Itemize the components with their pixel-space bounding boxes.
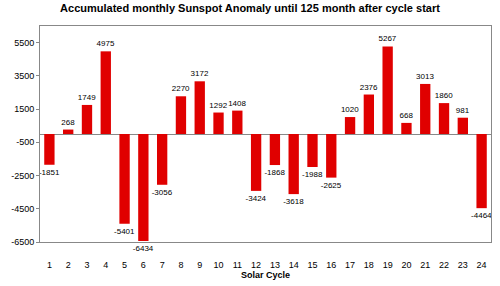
svg-text:-4500: -4500 [11, 204, 34, 214]
svg-text:-2500: -2500 [11, 171, 34, 181]
svg-text:2270: 2270 [172, 84, 190, 93]
svg-text:4975: 4975 [97, 39, 115, 48]
svg-text:3013: 3013 [416, 72, 434, 81]
svg-text:981: 981 [456, 106, 470, 115]
svg-text:-1988: -1988 [302, 170, 323, 179]
svg-text:-4464: -4464 [471, 211, 492, 220]
svg-text:5500: 5500 [14, 38, 34, 48]
svg-text:-3424: -3424 [246, 194, 267, 203]
svg-text:22: 22 [439, 260, 449, 270]
svg-text:-3056: -3056 [152, 188, 173, 197]
svg-text:-3618: -3618 [283, 197, 304, 206]
svg-text:2: 2 [66, 260, 71, 270]
svg-text:12: 12 [251, 260, 261, 270]
svg-text:6: 6 [141, 260, 146, 270]
svg-text:1749: 1749 [78, 93, 96, 102]
svg-text:Accumulated monthly Sunspot An: Accumulated monthly Sunspot Anomaly unti… [60, 2, 440, 14]
svg-text:668: 668 [399, 111, 413, 120]
svg-text:Solar Cycle: Solar Cycle [241, 270, 290, 280]
svg-text:20: 20 [401, 260, 411, 270]
svg-text:1020: 1020 [341, 105, 359, 114]
svg-text:1292: 1292 [209, 101, 227, 110]
svg-text:1860: 1860 [435, 91, 453, 100]
svg-text:1: 1 [47, 260, 52, 270]
svg-text:2376: 2376 [360, 83, 378, 92]
svg-text:7: 7 [160, 260, 165, 270]
svg-text:17: 17 [345, 260, 355, 270]
svg-text:8: 8 [178, 260, 183, 270]
svg-text:-1868: -1868 [264, 168, 285, 177]
svg-text:9: 9 [197, 260, 202, 270]
svg-text:21: 21 [420, 260, 430, 270]
svg-text:1408: 1408 [228, 99, 246, 108]
svg-text:5: 5 [122, 260, 127, 270]
svg-text:-5401: -5401 [114, 227, 135, 236]
svg-text:11: 11 [233, 260, 242, 270]
svg-text:14: 14 [289, 260, 299, 270]
svg-text:3: 3 [84, 260, 89, 270]
svg-text:24: 24 [477, 260, 487, 270]
svg-text:-1851: -1851 [39, 168, 60, 177]
svg-text:-6434: -6434 [133, 244, 154, 253]
svg-text:19: 19 [383, 260, 393, 270]
svg-text:3500: 3500 [14, 71, 34, 81]
svg-text:5267: 5267 [378, 34, 396, 43]
svg-text:3172: 3172 [191, 69, 209, 78]
svg-text:10: 10 [214, 260, 224, 270]
svg-text:16: 16 [326, 260, 336, 270]
svg-text:23: 23 [458, 260, 468, 270]
svg-text:15: 15 [307, 260, 317, 270]
svg-text:268: 268 [61, 118, 75, 127]
svg-text:-6500: -6500 [11, 237, 34, 247]
svg-text:13: 13 [270, 260, 280, 270]
svg-text:4: 4 [103, 260, 108, 270]
svg-text:-2625: -2625 [321, 181, 342, 190]
svg-text:1500: 1500 [14, 104, 34, 114]
svg-text:-500: -500 [16, 137, 34, 147]
svg-text:18: 18 [364, 260, 374, 270]
